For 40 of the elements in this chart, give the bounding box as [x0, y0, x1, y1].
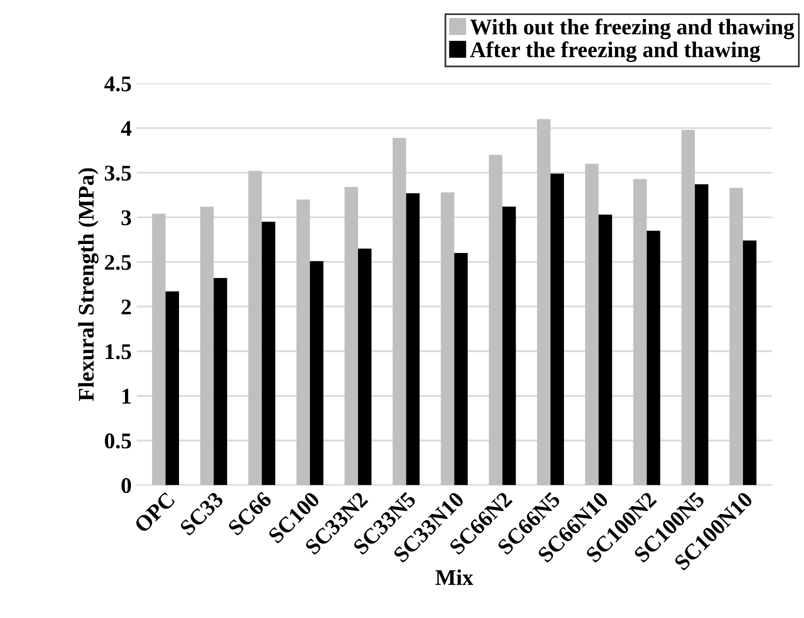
y-tick-label: 4.5 [104, 76, 132, 92]
y-tick-label: 0.5 [104, 433, 132, 449]
bar [681, 130, 695, 486]
y-tick-label: 3 [122, 210, 132, 226]
bar [152, 214, 166, 486]
bar [344, 186, 358, 486]
bar [406, 193, 420, 486]
y-tick-label: 1 [122, 388, 131, 404]
legend-label: After the freezing and thawing [470, 41, 760, 62]
bar [358, 248, 372, 486]
y-tick-label: 4 [121, 121, 132, 136]
bar [454, 253, 468, 486]
bar [200, 206, 214, 486]
bar [488, 154, 502, 486]
y-tick-label: 2.5 [104, 254, 132, 270]
bar [166, 291, 180, 486]
bar [694, 184, 708, 486]
y-axis-title: Flexural Strength (MPa) [78, 168, 98, 401]
bar [598, 214, 612, 486]
x-axis-title: Mix [436, 569, 474, 585]
bar [248, 170, 262, 486]
bar [310, 261, 324, 486]
bar [502, 206, 516, 486]
bar [262, 222, 276, 486]
bar [585, 164, 599, 486]
y-tick-label: 3.5 [104, 166, 132, 181]
bar [646, 230, 660, 486]
y-tick-label: 2 [122, 300, 131, 314]
bar [550, 174, 564, 486]
y-tick-label: 1.5 [106, 344, 132, 360]
bar [537, 119, 550, 486]
bar [296, 199, 310, 486]
bar [729, 188, 743, 486]
bar [392, 138, 406, 486]
bar [742, 240, 756, 486]
legend-label: With out the freezing and thawing [470, 18, 794, 40]
y-tick-label: 0 [122, 478, 131, 494]
bar [440, 192, 454, 486]
bar [633, 178, 647, 486]
bar [214, 278, 228, 486]
